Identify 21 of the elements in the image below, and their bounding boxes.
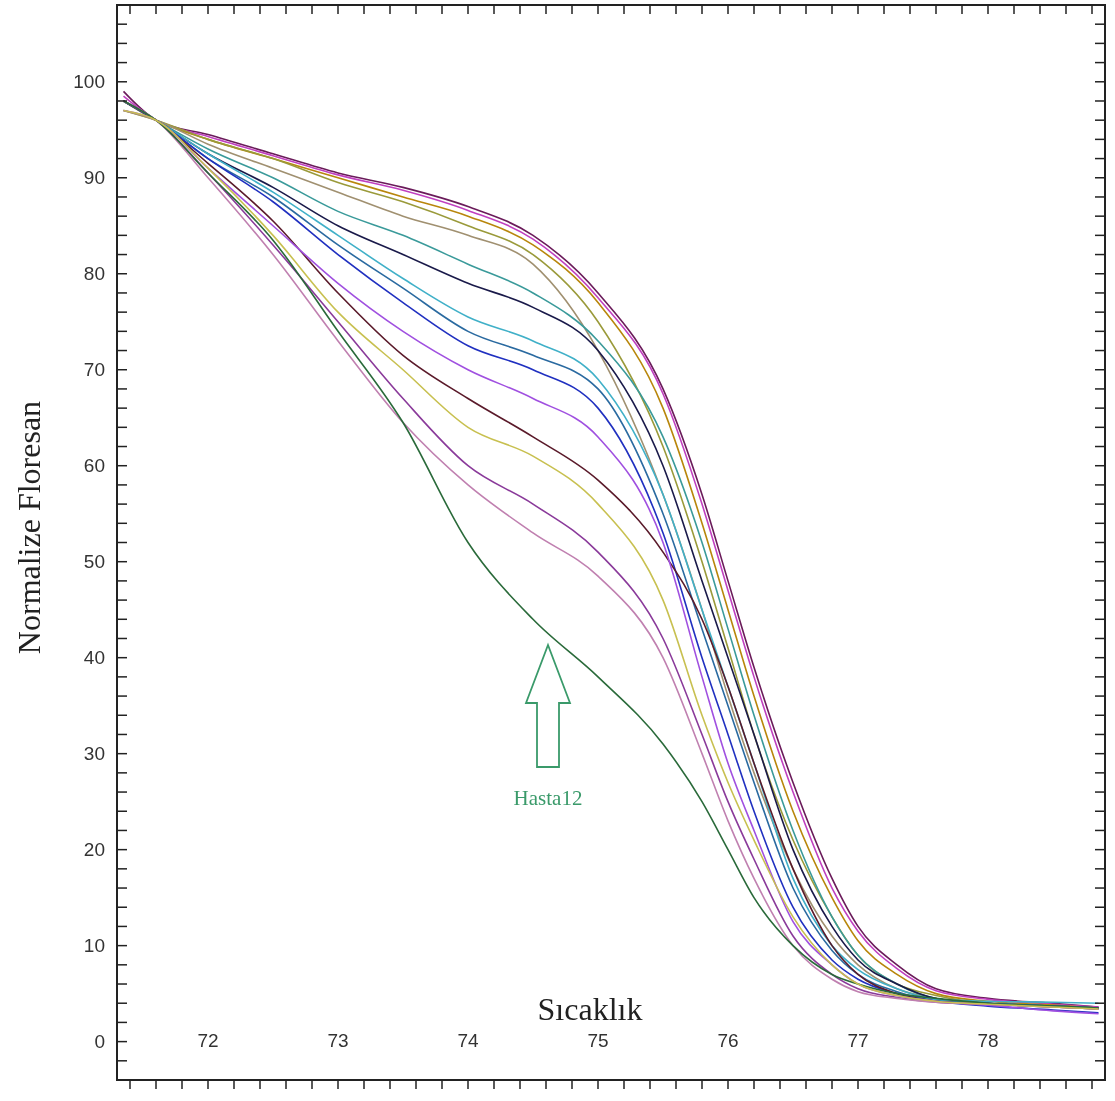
y-tick-label: 50 <box>83 551 105 573</box>
y-tick-label: 60 <box>83 455 105 477</box>
x-axis-title: Sıcaklık <box>537 991 643 1027</box>
y-tick-label: 0 <box>94 1031 105 1053</box>
annotation: Hasta12 <box>513 786 583 810</box>
y-tick-label: 80 <box>83 263 105 285</box>
y-tick-label: 70 <box>83 359 105 381</box>
x-tick-label: 73 <box>327 1030 349 1051</box>
x-tick-label: 75 <box>587 1030 609 1051</box>
x-tick-label: 76 <box>717 1030 739 1051</box>
x-tick-label: 77 <box>847 1030 869 1051</box>
x-tick-label: 78 <box>977 1030 999 1051</box>
y-tick-label: 100 <box>73 71 105 93</box>
y-tick-label: 40 <box>83 647 105 669</box>
x-tick-label: 72 <box>197 1030 219 1051</box>
x-tick-label: 74 <box>457 1030 479 1051</box>
y-tick-label: 10 <box>83 935 105 957</box>
y-tick-label: 90 <box>83 167 105 189</box>
y-tick-label: 20 <box>83 839 105 861</box>
y-axis-title: Normalize Floresan <box>11 400 47 655</box>
y-tick-label: 30 <box>83 743 105 765</box>
